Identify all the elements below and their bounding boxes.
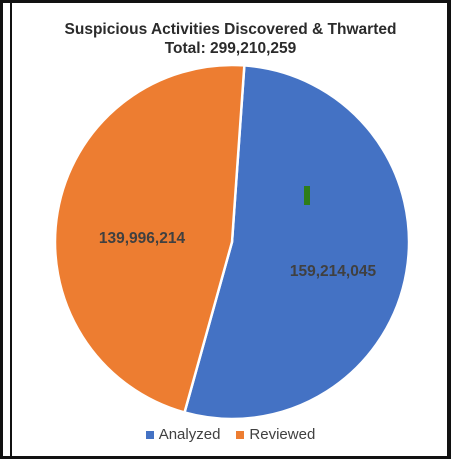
right-border-line: [447, 0, 449, 459]
legend: Analyzed Reviewed: [12, 426, 449, 443]
chart-title-block: Suspicious Activities Discovered & Thwar…: [12, 20, 449, 58]
data-label-analyzed: 159,214,045: [290, 263, 377, 280]
legend-label-analyzed: Analyzed: [158, 426, 221, 443]
green-marker: [304, 186, 310, 205]
chart-title: Suspicious Activities Discovered & Thwar…: [64, 21, 397, 38]
chart-subtitle: Total: 299,210,259: [164, 40, 297, 57]
legend-label-reviewed: Reviewed: [249, 426, 316, 443]
data-labels: 159,214,045 139,996,214: [99, 230, 377, 280]
left-border-line: [10, 0, 12, 459]
data-label-reviewed: 139,996,214: [99, 230, 186, 247]
legend-item-reviewed: Reviewed: [236, 426, 315, 443]
pie-slice-reviewed: [53, 63, 246, 415]
pie-slices: [53, 63, 411, 421]
legend-swatch-reviewed: [236, 430, 245, 439]
pie-slice-analyzed: [182, 64, 411, 421]
legend-swatch-analyzed: [145, 430, 154, 439]
legend-item-analyzed: Analyzed: [145, 426, 221, 443]
